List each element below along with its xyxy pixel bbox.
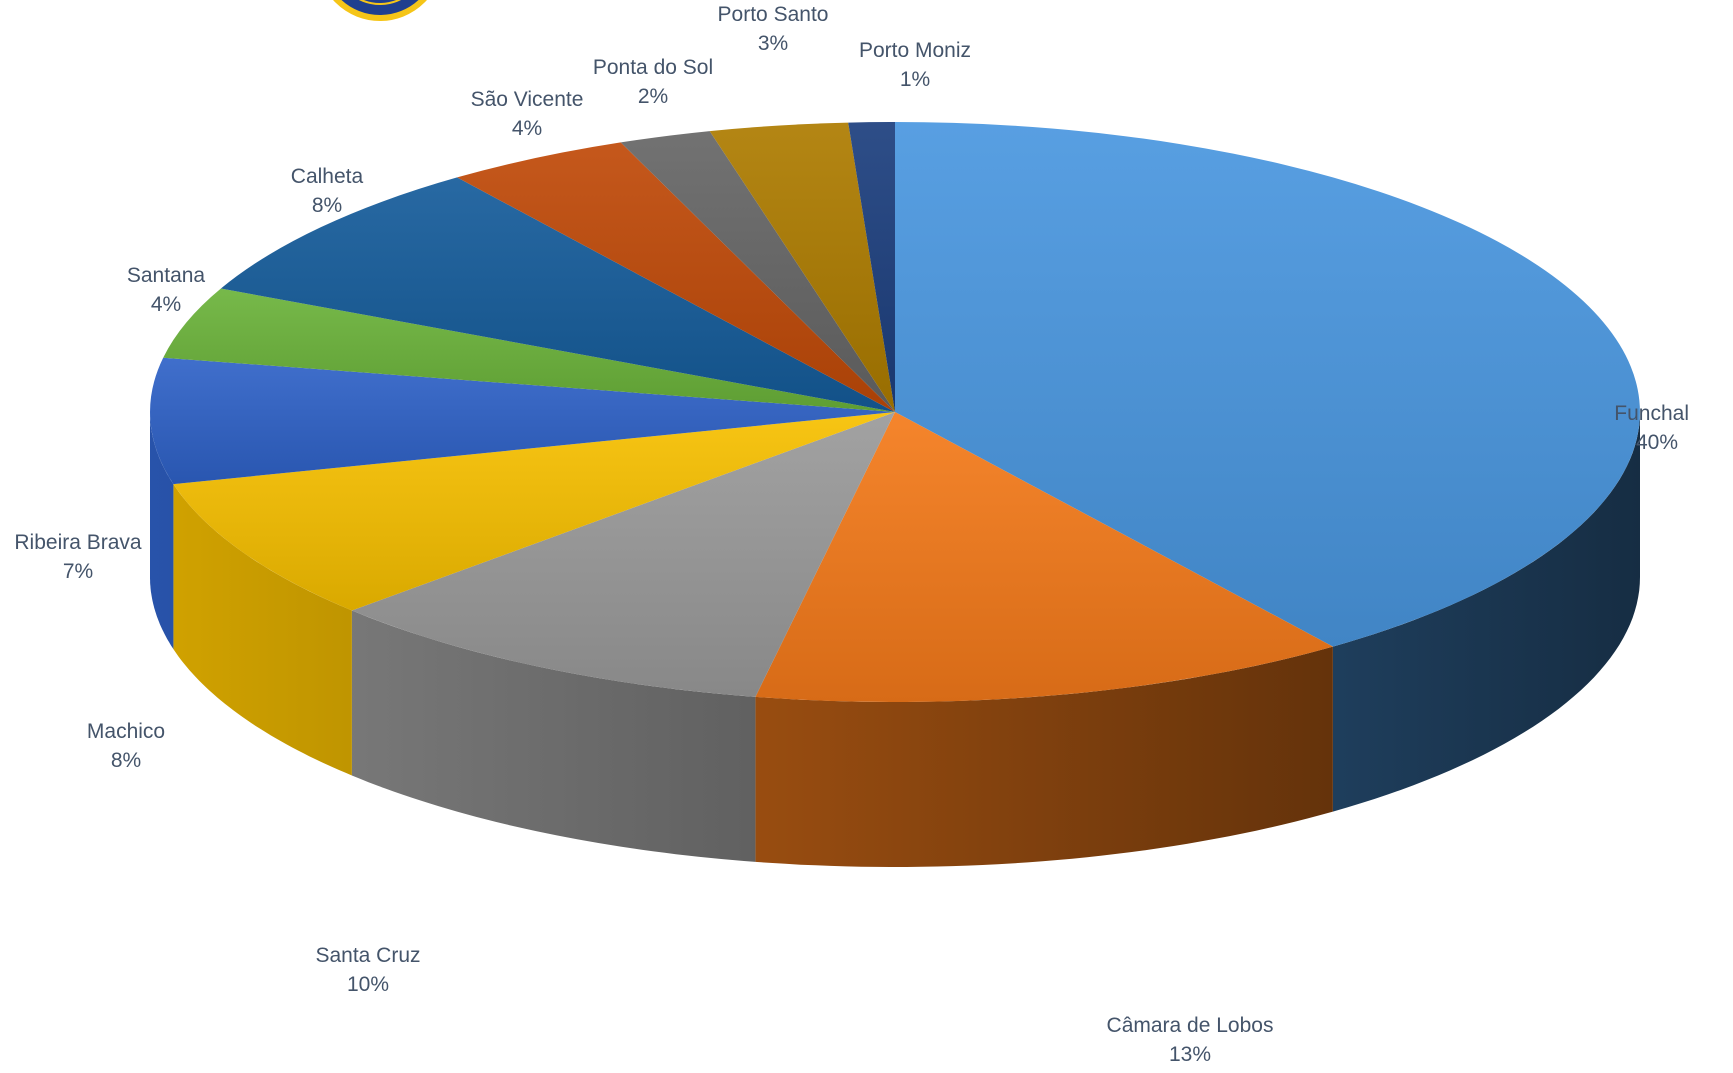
value-label-porto-moniz: 1% xyxy=(900,68,930,91)
label-sao-vicente: São Vicente xyxy=(471,88,584,111)
value-label-funchal: 40% xyxy=(1636,431,1678,454)
value-label-calheta: 8% xyxy=(312,194,342,217)
slice-santana xyxy=(163,288,895,412)
value-label-sao-vicente: 4% xyxy=(512,117,542,140)
slice-porto-santo xyxy=(709,122,895,412)
slice-santa-cruz xyxy=(351,412,895,697)
value-label-porto-santo: 3% xyxy=(758,32,788,55)
value-label-ponta-do-sol: 2% xyxy=(638,85,668,108)
slice-ponta-do-sol xyxy=(620,131,895,412)
side-machico xyxy=(173,484,352,776)
label-santa-cruz: Santa Cruz xyxy=(315,944,420,967)
slice-labels: Funchal 40% Câmara de Lobos 13% Santa Cruz 10… xyxy=(14,3,1689,1066)
value-label-camara-de-lobos: 13% xyxy=(1169,1043,1211,1066)
value-label-ribeira-brava: 7% xyxy=(63,560,93,583)
pie-side-walls xyxy=(150,412,1640,867)
slice-camara-de-lobos xyxy=(755,412,1333,703)
side-ribeira-brava xyxy=(150,412,174,650)
value-label-santa-cruz: 10% xyxy=(347,973,389,996)
label-machico: Machico xyxy=(87,720,165,743)
slice-sao-vicente xyxy=(457,142,895,412)
label-porto-santo: Porto Santo xyxy=(718,3,829,26)
label-camara-de-lobos: Câmara de Lobos xyxy=(1107,1014,1274,1037)
label-porto-moniz: Porto Moniz xyxy=(859,39,971,62)
label-santana: Santana xyxy=(127,264,206,287)
label-calheta: Calheta xyxy=(291,165,364,188)
pie-top-faces xyxy=(150,122,1640,703)
side-funchal xyxy=(1332,412,1640,812)
slice-machico xyxy=(173,412,895,611)
slice-porto-moniz xyxy=(848,122,895,412)
value-label-machico: 8% xyxy=(111,749,141,772)
label-ribeira-brava: Ribeira Brava xyxy=(14,531,142,554)
slice-funchal xyxy=(895,122,1640,647)
emblem-icon xyxy=(316,0,444,22)
slice-calheta xyxy=(220,177,895,412)
slice-ribeira-brava xyxy=(150,357,896,485)
side-camara-de-lobos xyxy=(755,646,1333,867)
value-label-santana: 4% xyxy=(151,293,181,316)
side-santa-cruz xyxy=(351,610,756,862)
label-ponta-do-sol: Ponta do Sol xyxy=(593,56,713,79)
label-funchal: Funchal xyxy=(1614,402,1689,425)
